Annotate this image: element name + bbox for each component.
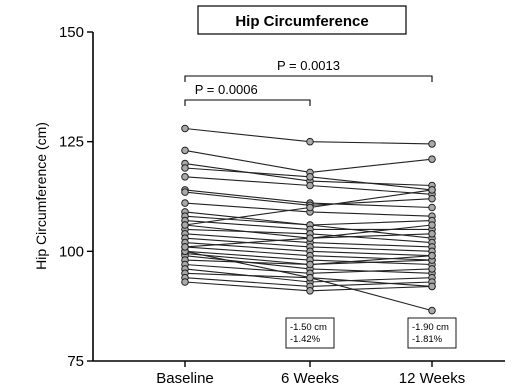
subject-point xyxy=(428,186,436,194)
change-annotation-text: -1.42% xyxy=(290,334,321,345)
y-tick-label: 125 xyxy=(59,134,84,151)
subject-point xyxy=(306,181,314,190)
subject-point xyxy=(306,173,314,181)
change-annotation-text: -1.90 cm xyxy=(412,322,449,333)
change-annotation-text: -1.50 cm xyxy=(290,322,327,333)
subject-point xyxy=(181,164,189,172)
y-tick-label: 150 xyxy=(59,24,84,41)
subject-point xyxy=(306,234,314,242)
subject-point xyxy=(428,265,436,273)
subject-point xyxy=(181,278,189,286)
subject-point xyxy=(428,251,436,260)
chart-title-group: Hip Circumference xyxy=(197,5,407,35)
x-tick-label: 12 Weeks xyxy=(399,370,465,387)
subject-point xyxy=(181,199,189,207)
x-tick-label: Baseline xyxy=(156,370,214,387)
subject-point xyxy=(306,287,314,295)
y-axis-title: Hip Circumference (cm) xyxy=(33,122,49,270)
change-annotation-box xyxy=(407,317,457,349)
chart-title-box xyxy=(197,5,407,35)
significance-bracket xyxy=(184,99,311,106)
subject-point xyxy=(181,188,189,196)
change-annotation-box xyxy=(285,317,335,349)
y-tick-label: 75 xyxy=(67,353,84,370)
change-annotations: -1.50 cm-1.42% -1.90 cm-1.81% xyxy=(285,317,457,349)
subject-point xyxy=(428,140,436,148)
subject-point xyxy=(181,146,189,155)
subject-point xyxy=(428,203,436,212)
subject-point xyxy=(306,273,314,282)
subject-point xyxy=(306,203,314,212)
subject-point xyxy=(306,137,314,146)
y-tick-label: 100 xyxy=(59,243,84,260)
chart-title: Hip Circumference xyxy=(235,13,368,30)
p-value-label: P = 0.0013 xyxy=(277,58,340,73)
subject-point xyxy=(306,260,314,269)
subject-point xyxy=(181,173,189,181)
subject-point xyxy=(428,282,436,291)
significance-bracket xyxy=(184,75,433,82)
subject-point xyxy=(428,155,436,163)
subject-point xyxy=(428,230,436,238)
axes: 75 100 125 150 Baseline 6 Weeks 12 Weeks xyxy=(59,24,505,387)
significance-brackets: P = 0.0006 P = 0.0013 xyxy=(184,58,433,106)
subject-point xyxy=(181,221,189,229)
x-tick-label: 6 Weeks xyxy=(281,370,339,387)
subject-points xyxy=(181,124,436,315)
change-annotation-text: -1.81% xyxy=(412,334,443,345)
subject-point xyxy=(181,243,189,251)
subject-point xyxy=(428,306,436,315)
subject-point xyxy=(428,194,436,203)
subject-point xyxy=(181,124,189,133)
p-value-label: P = 0.0006 xyxy=(195,82,258,97)
subject-point xyxy=(428,221,436,229)
